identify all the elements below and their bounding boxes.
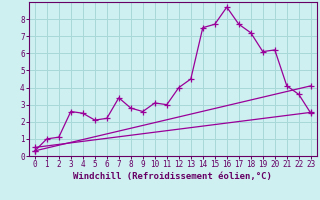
X-axis label: Windchill (Refroidissement éolien,°C): Windchill (Refroidissement éolien,°C) (73, 172, 272, 181)
